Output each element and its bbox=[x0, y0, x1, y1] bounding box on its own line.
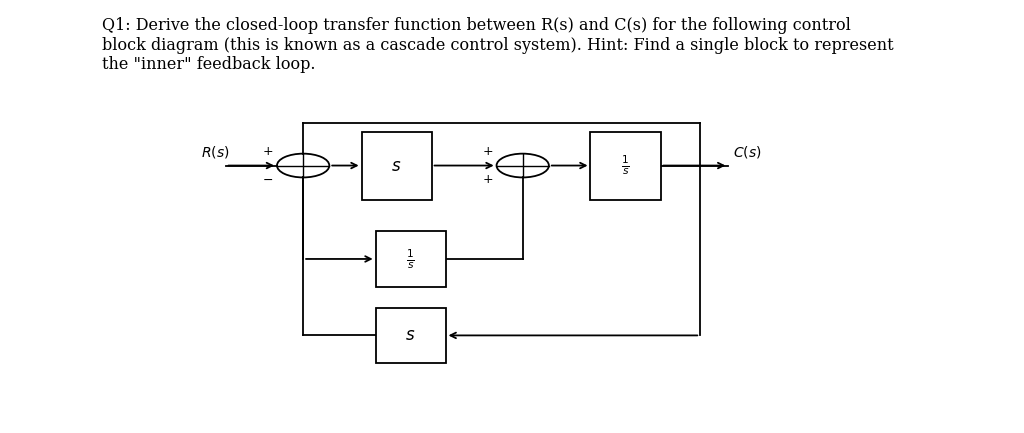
Text: $C(s)$: $C(s)$ bbox=[733, 145, 762, 161]
Text: $\frac{1}{s}$: $\frac{1}{s}$ bbox=[407, 247, 415, 271]
Text: $s$: $s$ bbox=[391, 157, 401, 174]
Text: $\frac{1}{s}$: $\frac{1}{s}$ bbox=[622, 154, 630, 177]
Text: $s$: $s$ bbox=[406, 326, 416, 344]
Text: $+$: $+$ bbox=[481, 173, 493, 186]
Bar bbox=[361, 132, 431, 200]
Bar bbox=[591, 132, 660, 200]
Text: $R(s)$: $R(s)$ bbox=[201, 145, 229, 161]
Text: $-$: $-$ bbox=[262, 173, 273, 186]
Bar bbox=[376, 231, 445, 287]
Text: $+$: $+$ bbox=[481, 145, 493, 158]
Bar bbox=[376, 308, 445, 363]
Text: Q1: Derive the closed-loop transfer function between R(s) and C(s) for the follo: Q1: Derive the closed-loop transfer func… bbox=[102, 17, 894, 73]
Text: $+$: $+$ bbox=[262, 145, 273, 158]
